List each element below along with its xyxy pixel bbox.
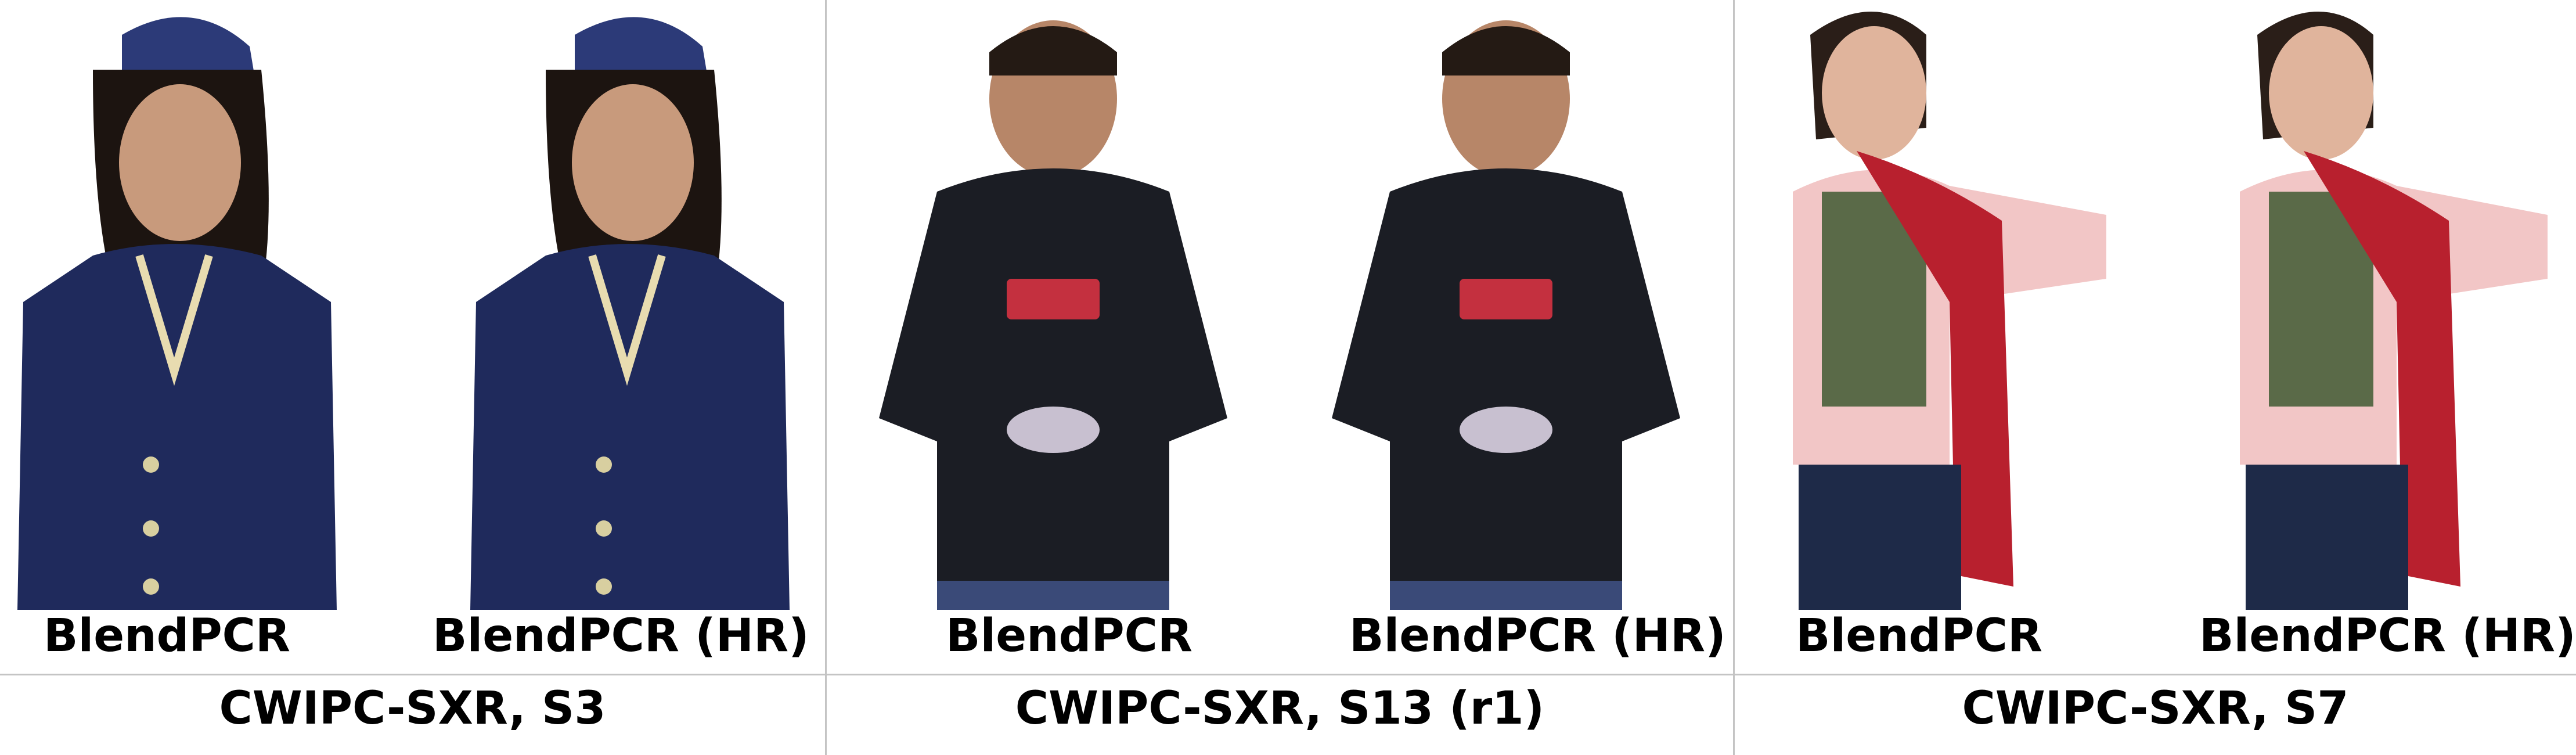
render-blendpcr-s13	[867, 0, 1239, 610]
render-blendpcr-hr-s7	[2205, 0, 2565, 610]
panel-s13: BlendPCR BlendPCR (HR) CWIPC-SXR, S13 (r…	[827, 0, 1733, 755]
label-blendpcr: BlendPCR	[44, 610, 290, 662]
caption-s13: CWIPC-SXR, S13 (r1)	[1015, 682, 1545, 735]
label-blendpcr: BlendPCR	[1796, 610, 2042, 662]
label-blendpcr-hr: BlendPCR (HR)	[1349, 610, 1726, 662]
caption-s7: CWIPC-SXR, S7	[1962, 682, 2349, 735]
label-blendpcr-hr: BlendPCR (HR)	[2199, 610, 2576, 662]
render-blendpcr-s3	[6, 0, 343, 610]
render-blendpcr-hr-s3	[459, 0, 795, 610]
divider-horizontal	[0, 674, 2576, 675]
label-blendpcr: BlendPCR	[946, 610, 1192, 662]
divider-vertical-2	[1733, 0, 1735, 755]
panel-s3: BlendPCR BlendPCR (HR) CWIPC-SXR, S3	[0, 0, 825, 755]
label-blendpcr-hr: BlendPCR (HR)	[433, 610, 809, 662]
render-blendpcr-hr-s13	[1320, 0, 1692, 610]
panel-s7: BlendPCR BlendPCR (HR) CWIPC-SXR, S7	[1735, 0, 2576, 755]
divider-vertical-1	[825, 0, 827, 755]
render-blendpcr-s7	[1758, 0, 2135, 610]
caption-s3: CWIPC-SXR, S3	[219, 682, 606, 735]
